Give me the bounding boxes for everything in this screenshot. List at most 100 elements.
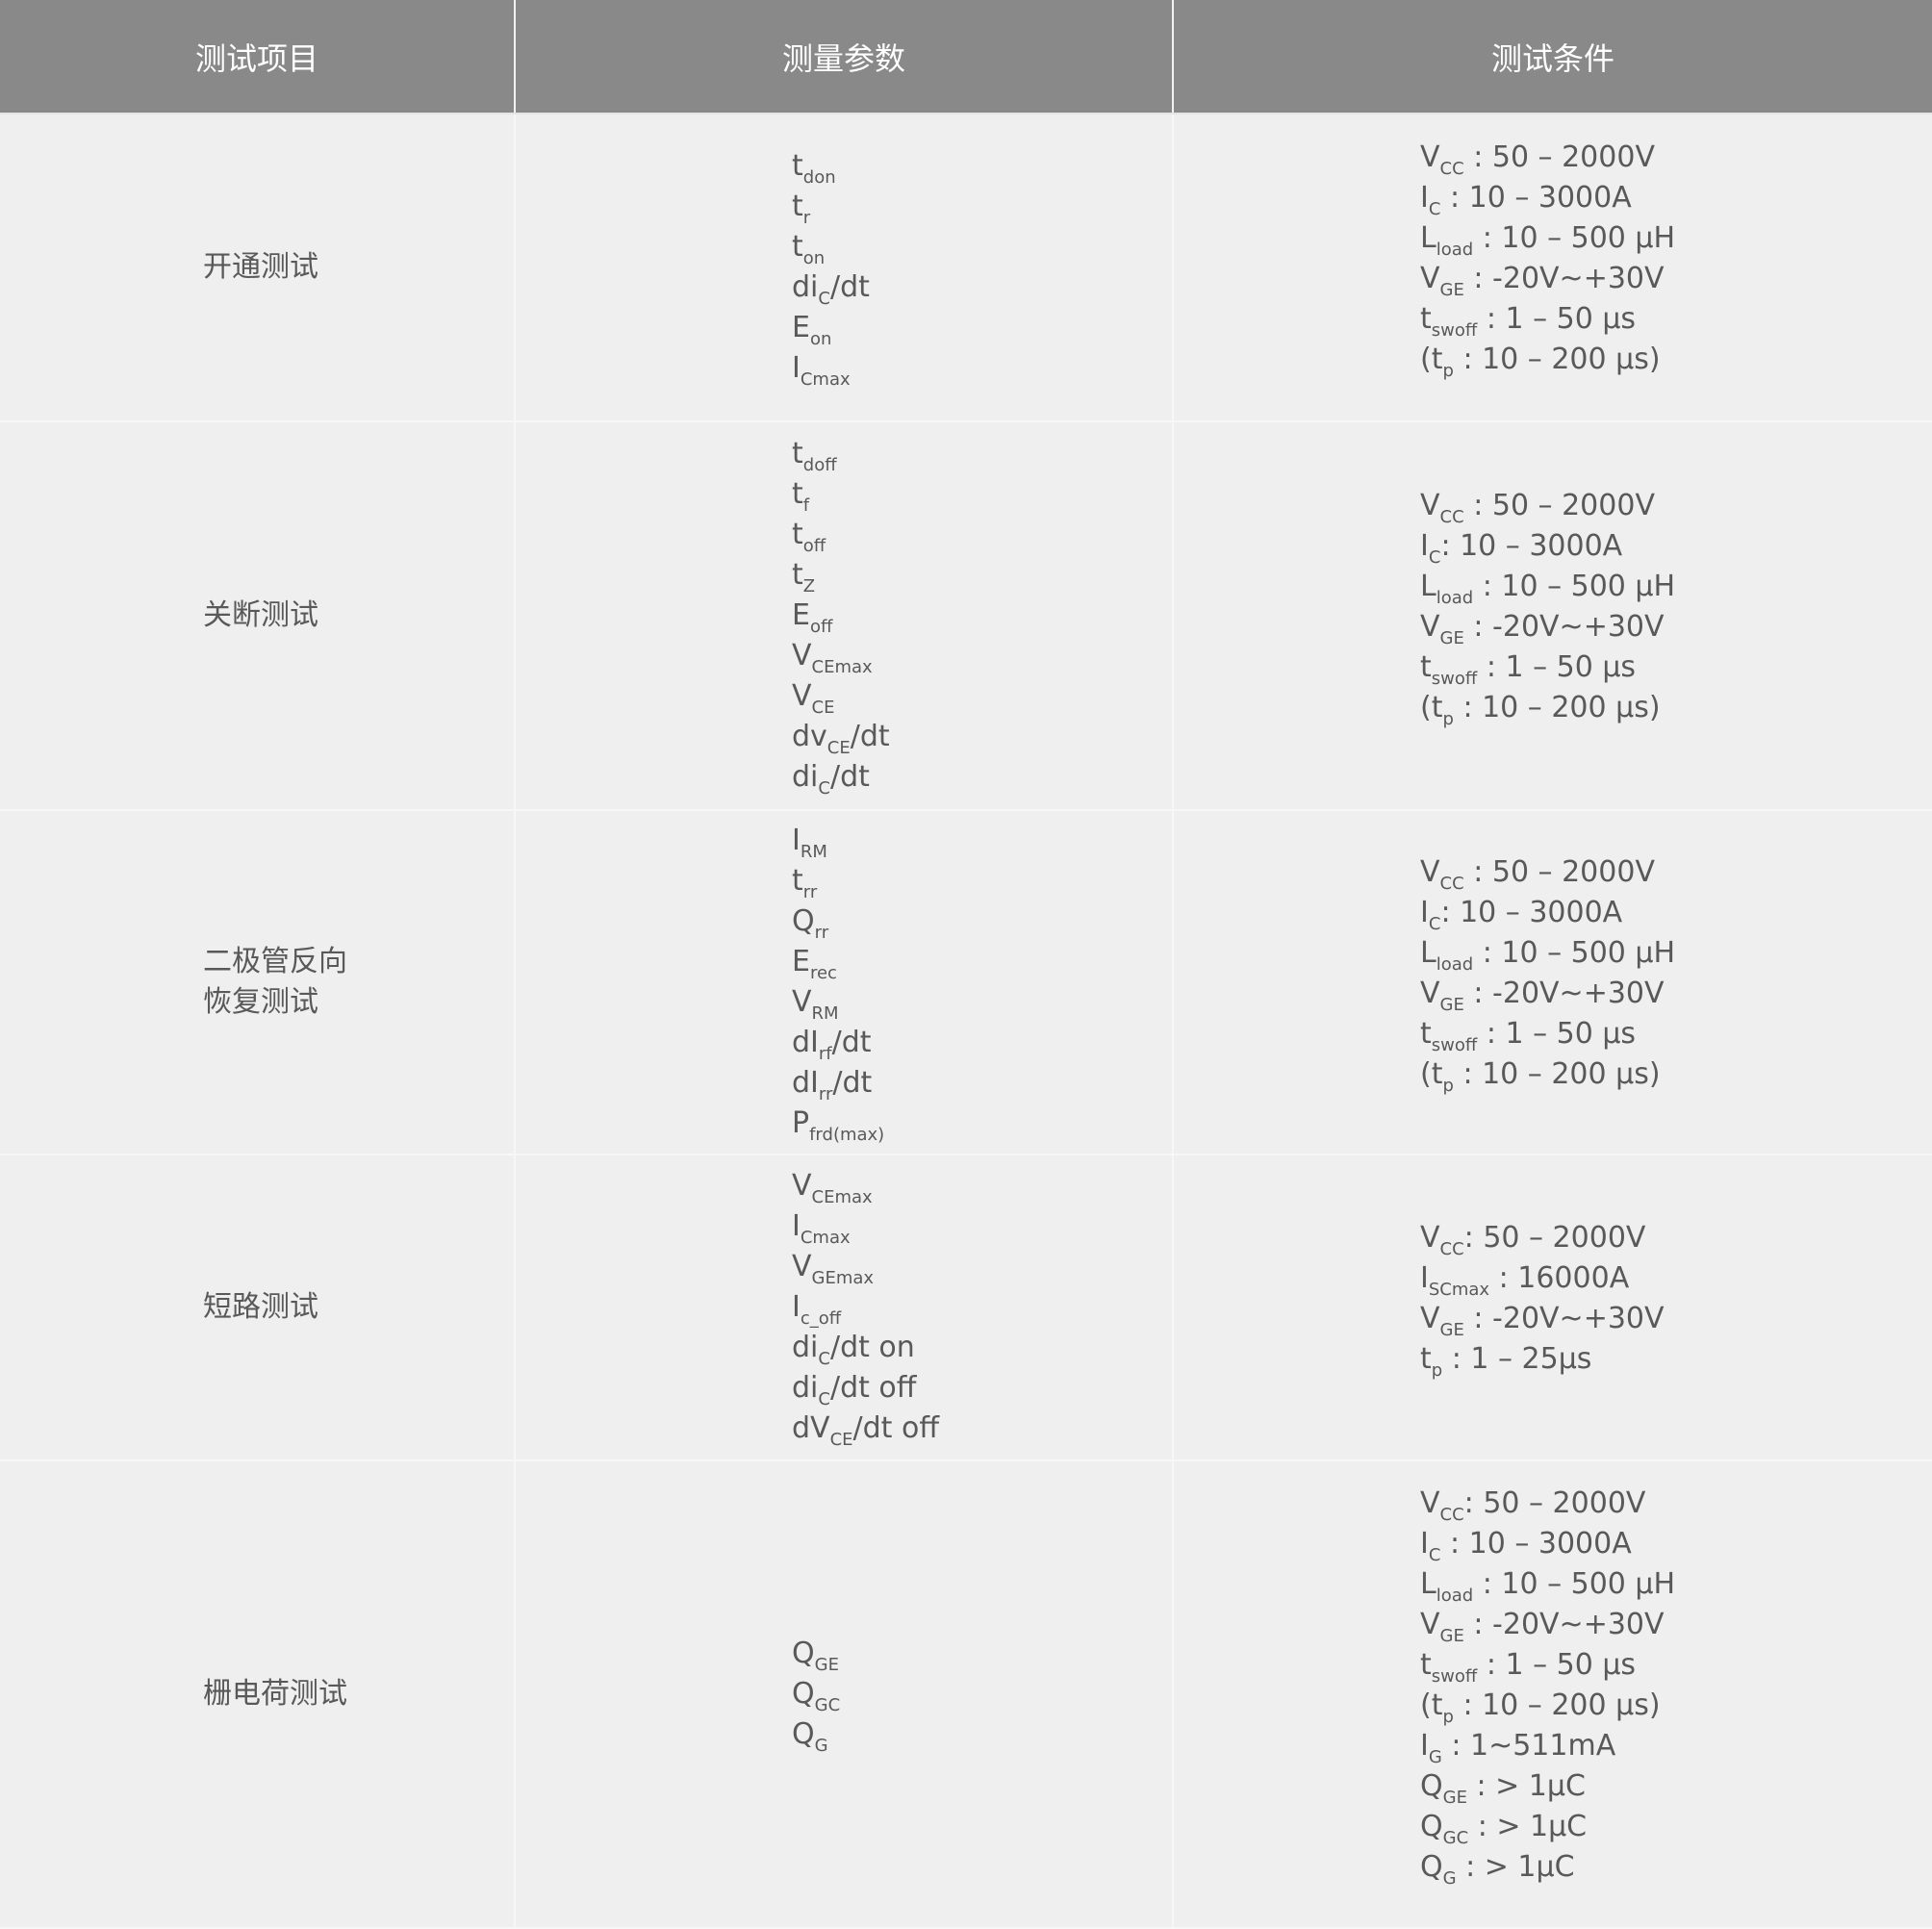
parameter-symbol: t (792, 864, 803, 898)
parameter-suffix: /dt (831, 1026, 872, 1059)
parameter-symbol: I (792, 351, 801, 385)
parameter: VCEmax (792, 636, 1172, 676)
condition-symbol: (t (1420, 691, 1443, 724)
condition: tswoff : 1 – 50 μs (1420, 647, 1932, 688)
condition-subscript: GC (1442, 1828, 1469, 1848)
condition-symbol: t (1420, 302, 1432, 336)
condition-value: : -20V~+30V (1463, 1608, 1665, 1641)
test-item-cell: 关断测试 (0, 421, 516, 811)
condition-symbol: V (1420, 1302, 1440, 1335)
parameter-symbol: V (792, 639, 812, 673)
parameter-subscript: don (802, 167, 836, 188)
condition-value: : 10 – 200 μs) (1453, 1057, 1661, 1091)
parameter: dIrf/dt (792, 1023, 1172, 1063)
condition-value: : 1 – 50 μs (1477, 1648, 1637, 1682)
parameter-symbol: di (792, 270, 819, 304)
condition-value: : 50 – 2000V (1463, 855, 1655, 889)
condition: VGE : -20V~+30V (1420, 607, 1932, 647)
parameter-subscript: C (818, 778, 830, 799)
condition-subscript: C (1428, 914, 1441, 934)
condition-symbol: I (1420, 1729, 1429, 1763)
condition-value: : 10 – 200 μs) (1453, 691, 1661, 724)
condition-value: : 1 – 25μs (1442, 1342, 1592, 1376)
parameter: tdon (792, 146, 1172, 187)
parameter: dIrr/dt (792, 1063, 1172, 1104)
condition-symbol: I (1420, 529, 1429, 563)
parameter-subscript: off (809, 617, 833, 637)
header-conditions: 测试条件 (1173, 0, 1932, 114)
condition-subscript: load (1436, 588, 1474, 608)
condition-subscript: GE (1439, 1320, 1464, 1340)
parameter: Pfrd(max) (792, 1104, 1172, 1144)
table-row: 关断测试 tdoff tf toff tZ Eoff VCEmax VCE dvCE/dt diC… (0, 421, 1932, 811)
condition-value: : 10 – 500 μH (1473, 221, 1676, 255)
parameter-subscript: c_off (800, 1308, 842, 1329)
condition-subscript: SCmax (1428, 1280, 1490, 1300)
parameter-subscript: RM (811, 1003, 839, 1024)
condition-symbol: L (1420, 936, 1436, 970)
table-row: 短路测试 VCEmax ICmax VGEmax Ic_off diC/dt on diC/… (0, 1155, 1932, 1461)
condition-symbol: Q (1420, 1850, 1443, 1884)
parameter: tr (792, 187, 1172, 227)
parameter-symbol: V (792, 679, 812, 713)
conditions-cell: VCC: 50 – 2000V IC : 10 – 3000A Lload : 10… (1173, 1460, 1932, 1929)
condition: Lload : 10 – 500 μH (1420, 567, 1932, 607)
condition-subscript: GE (1442, 1788, 1467, 1808)
condition: VCC : 50 – 2000V (1420, 852, 1932, 893)
parameter-symbol: E (792, 598, 810, 632)
parameter-subscript: frd(max) (809, 1125, 885, 1145)
parameter-symbol: dI (792, 1026, 819, 1059)
parameter-symbol: di (792, 1371, 819, 1405)
parameters-cell: VCEmax ICmax VGEmax Ic_off diC/dt on diC/dt o… (515, 1155, 1174, 1461)
parameter: Qrr (792, 901, 1172, 942)
parameter-symbol: dI (792, 1066, 819, 1100)
condition-symbol: (t (1420, 1057, 1443, 1091)
test-item-cell: 二极管反向 恢复测试 (0, 810, 516, 1155)
parameter-symbol: dv (792, 720, 827, 753)
parameter-suffix: /dt (850, 720, 890, 753)
parameter-symbol: I (792, 824, 801, 857)
condition: VCC : 50 – 2000V (1420, 486, 1932, 526)
parameter-symbol: I (792, 1290, 801, 1324)
parameter: VGEmax (792, 1247, 1172, 1287)
header-test-item: 测试项目 (0, 0, 516, 114)
parameter-suffix: /dt on (829, 1331, 915, 1364)
condition: QGC : > 1μC (1420, 1807, 1932, 1847)
parameter-symbol: Q (792, 1637, 815, 1670)
condition-subscript: swoff (1431, 669, 1478, 689)
condition-value: : 50 – 2000V (1463, 1486, 1646, 1520)
condition-value: : -20V~+30V (1463, 977, 1665, 1010)
condition-symbol: I (1420, 896, 1429, 929)
condition: tswoff : 1 – 50 μs (1420, 1645, 1932, 1686)
parameter: Eoff (792, 596, 1172, 636)
parameter-subscript: CEmax (811, 657, 873, 677)
test-item-name: 开通测试 (203, 250, 318, 284)
table-row: 二极管反向 恢复测试 IRM trr Qrr Erec VRM dIrf/dt dIrr/dt P… (0, 810, 1932, 1155)
parameter-symbol: E (792, 945, 810, 978)
parameter-symbol: V (792, 1169, 812, 1203)
condition-subscript: p (1442, 709, 1454, 729)
table-row: 开通测试 tdon tr ton diC/dt Eon ICmax VCC : 50 – 20… (0, 114, 1932, 422)
condition: tswoff : 1 – 50 μs (1420, 299, 1932, 340)
condition-value: : 50 – 2000V (1463, 1221, 1646, 1255)
parameter-subscript: on (809, 329, 832, 349)
parameters-cell: IRM trr Qrr Erec VRM dIrf/dt dIrr/dt Pfrd(max) (515, 810, 1174, 1155)
condition-symbol: V (1420, 855, 1440, 889)
parameter: VRM (792, 982, 1172, 1023)
parameter: Ic_off (792, 1287, 1172, 1328)
condition: VCC: 50 – 2000V (1420, 1218, 1932, 1258)
parameter: tdoff (792, 434, 1172, 474)
condition-value: : 1 – 50 μs (1477, 302, 1637, 336)
condition-value: : 1 – 50 μs (1477, 650, 1637, 684)
parameter-subscript: CEmax (811, 1187, 873, 1207)
parameter-suffix: /dt off (829, 1371, 917, 1405)
condition-value: : > 1μC (1468, 1810, 1588, 1843)
parameter: dvCE/dt (792, 717, 1172, 757)
condition: (tp : 10 – 200 μs) (1420, 1686, 1932, 1726)
condition-symbol: V (1420, 977, 1440, 1010)
table-header-row: 测试项目 测量参数 测试条件 (0, 0, 1932, 114)
condition-value: : 50 – 2000V (1463, 489, 1655, 522)
condition-symbol: t (1420, 1342, 1432, 1376)
parameter-subscript: rr (814, 923, 829, 943)
condition-symbol: L (1420, 1567, 1436, 1601)
